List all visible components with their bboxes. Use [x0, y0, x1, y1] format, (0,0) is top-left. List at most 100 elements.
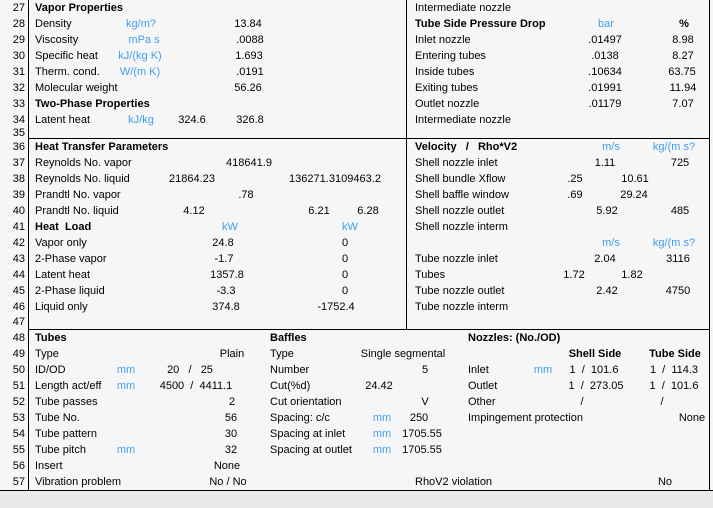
cell-38-6[interactable]: 10.61 — [621, 173, 649, 185]
cell-32-1[interactable]: 56.26 — [234, 82, 262, 94]
cell-37-3[interactable]: 1.11 — [594, 157, 616, 169]
cell-50-2[interactable]: 20 / 25 — [167, 364, 213, 376]
cell-37-1[interactable]: 418641.9 — [226, 157, 272, 169]
cell-33-1[interactable]: Outlet nozzle — [415, 98, 480, 110]
row-header-27[interactable]: 27 — [12, 2, 25, 14]
cell-53-3[interactable]: mm — [372, 412, 392, 424]
cell-52-5[interactable]: / — [580, 396, 584, 408]
cell-55-5[interactable]: 1705.55 — [402, 444, 442, 456]
cell-42-0[interactable]: Vapor only — [35, 237, 87, 249]
cell-50-4[interactable]: 5 — [421, 364, 429, 376]
cell-31-0[interactable]: Therm. cond. — [35, 66, 100, 78]
row-header-54[interactable]: 54 — [12, 428, 25, 440]
cell-45-0[interactable]: 2-Phase liquid — [35, 285, 105, 297]
row-header-51[interactable]: 51 — [12, 380, 25, 392]
cell-46-2[interactable]: -1752.4 — [317, 301, 355, 313]
row-header-45[interactable]: 45 — [12, 285, 25, 297]
cell-54-4[interactable]: 1705.55 — [402, 428, 442, 440]
cell-38-2[interactable]: 136271.3 — [289, 173, 335, 185]
row-header-35[interactable]: 35 — [12, 128, 25, 138]
row-header-42[interactable]: 42 — [12, 237, 25, 249]
row-header-48[interactable]: 48 — [12, 332, 25, 344]
cell-39-1[interactable]: .78 — [238, 189, 254, 201]
cell-33-0[interactable]: Two-Phase Properties — [35, 98, 150, 110]
cell-49-3[interactable]: Single segmental — [360, 348, 446, 360]
row-header-40[interactable]: 40 — [12, 205, 25, 217]
cell-37-4[interactable]: 725 — [670, 157, 690, 169]
cell-28-0[interactable]: Density — [35, 18, 72, 30]
cell-44-2[interactable]: 0 — [341, 269, 349, 281]
cell-49-4[interactable]: Shell Side — [568, 348, 622, 360]
cell-45-4[interactable]: 2.42 — [596, 285, 618, 297]
cell-37-2[interactable]: Shell nozzle inlet — [415, 157, 498, 169]
cell-44-3[interactable]: Tubes — [415, 269, 446, 281]
cell-43-2[interactable]: 0 — [341, 253, 349, 265]
cell-51-3[interactable]: Cut(%d) — [270, 380, 311, 392]
cell-50-5[interactable]: Inlet — [468, 364, 489, 376]
cell-40-6[interactable]: 485 — [670, 205, 690, 217]
cell-44-5[interactable]: 1.82 — [621, 269, 643, 281]
cell-43-3[interactable]: Tube nozzle inlet — [415, 253, 498, 265]
cell-45-2[interactable]: 0 — [341, 285, 349, 297]
cell-42-2[interactable]: 0 — [341, 237, 349, 249]
cell-41-2[interactable]: kW — [342, 221, 358, 233]
cell-50-7[interactable]: 1 / 101.6 — [569, 364, 619, 376]
cell-52-2[interactable]: Cut orientation — [270, 396, 342, 408]
cell-52-4[interactable]: Other — [468, 396, 496, 408]
cell-42-3[interactable]: m/s — [602, 237, 620, 249]
cell-34-3[interactable]: 326.8 — [236, 114, 264, 126]
cell-32-0[interactable]: Molecular weight — [35, 82, 118, 94]
cell-27-1[interactable]: Intermediate nozzle — [415, 2, 511, 14]
row-header-49[interactable]: 49 — [12, 348, 25, 360]
cell-49-2[interactable]: Type — [270, 348, 294, 360]
row-header-55[interactable]: 55 — [12, 444, 25, 456]
cell-45-3[interactable]: Tube nozzle outlet — [415, 285, 505, 297]
row-header-39[interactable]: 39 — [12, 189, 25, 201]
cell-40-1[interactable]: 4.12 — [183, 205, 205, 217]
cell-50-0[interactable]: ID/OD — [35, 364, 66, 376]
cell-41-1[interactable]: kW — [222, 221, 238, 233]
cell-39-3[interactable]: .69 — [567, 189, 583, 201]
cell-53-6[interactable]: None — [678, 412, 706, 424]
cell-52-0[interactable]: Tube passes — [35, 396, 98, 408]
cell-38-1[interactable]: 21864.23 — [169, 173, 215, 185]
row-header-52[interactable]: 52 — [12, 396, 25, 408]
cell-42-4[interactable]: kg/(m s? — [652, 237, 696, 249]
cell-30-3[interactable]: Entering tubes — [415, 50, 486, 62]
cell-54-0[interactable]: Tube pattern — [35, 428, 97, 440]
cell-55-3[interactable]: Spacing at outlet — [270, 444, 352, 456]
cell-28-2[interactable]: 13.84 — [234, 18, 262, 30]
cell-44-4[interactable]: 1.72 — [563, 269, 585, 281]
cell-52-3[interactable]: V — [421, 396, 429, 408]
cell-51-1[interactable]: mm — [116, 380, 136, 392]
cell-31-5[interactable]: 63.75 — [668, 66, 696, 78]
row-header-56[interactable]: 56 — [12, 460, 25, 472]
cell-29-4[interactable]: .01497 — [588, 34, 622, 46]
cell-31-2[interactable]: .0191 — [236, 66, 264, 78]
cell-32-3[interactable]: .01991 — [588, 82, 622, 94]
cell-34-1[interactable]: kJ/kg — [128, 114, 154, 126]
cell-51-6[interactable]: 1 / 273.05 — [568, 380, 624, 392]
cell-54-2[interactable]: Spacing at inlet — [270, 428, 346, 440]
cell-55-0[interactable]: Tube pitch — [35, 444, 86, 456]
cell-49-0[interactable]: Type — [35, 348, 59, 360]
cell-33-2[interactable]: .01179 — [588, 98, 622, 110]
cell-42-1[interactable]: 24.8 — [212, 237, 234, 249]
cell-48-0[interactable]: Tubes — [35, 332, 67, 344]
cell-48-1[interactable]: Baffles — [270, 332, 307, 344]
cell-38-4[interactable]: Shell bundle Xflow — [415, 173, 506, 185]
cell-30-0[interactable]: Specific heat — [35, 50, 98, 62]
row-header-53[interactable]: 53 — [12, 412, 25, 424]
cell-33-3[interactable]: 7.07 — [672, 98, 694, 110]
cell-28-3[interactable]: Tube Side Pressure Drop — [415, 18, 546, 30]
cell-51-7[interactable]: 1 / 101.6 — [649, 380, 699, 392]
cell-31-3[interactable]: Inside tubes — [415, 66, 475, 78]
cell-38-5[interactable]: .25 — [567, 173, 583, 185]
cell-34-4[interactable]: Intermediate nozzle — [415, 114, 511, 126]
cell-57-0[interactable]: Vibration problem — [35, 476, 122, 488]
cell-46-1[interactable]: 374.8 — [212, 301, 240, 313]
cell-44-1[interactable]: 1357.8 — [210, 269, 244, 281]
cell-53-5[interactable]: Impingement protection — [468, 412, 583, 424]
cell-51-5[interactable]: Outlet — [468, 380, 498, 392]
cell-29-1[interactable]: mPa s — [128, 34, 160, 46]
